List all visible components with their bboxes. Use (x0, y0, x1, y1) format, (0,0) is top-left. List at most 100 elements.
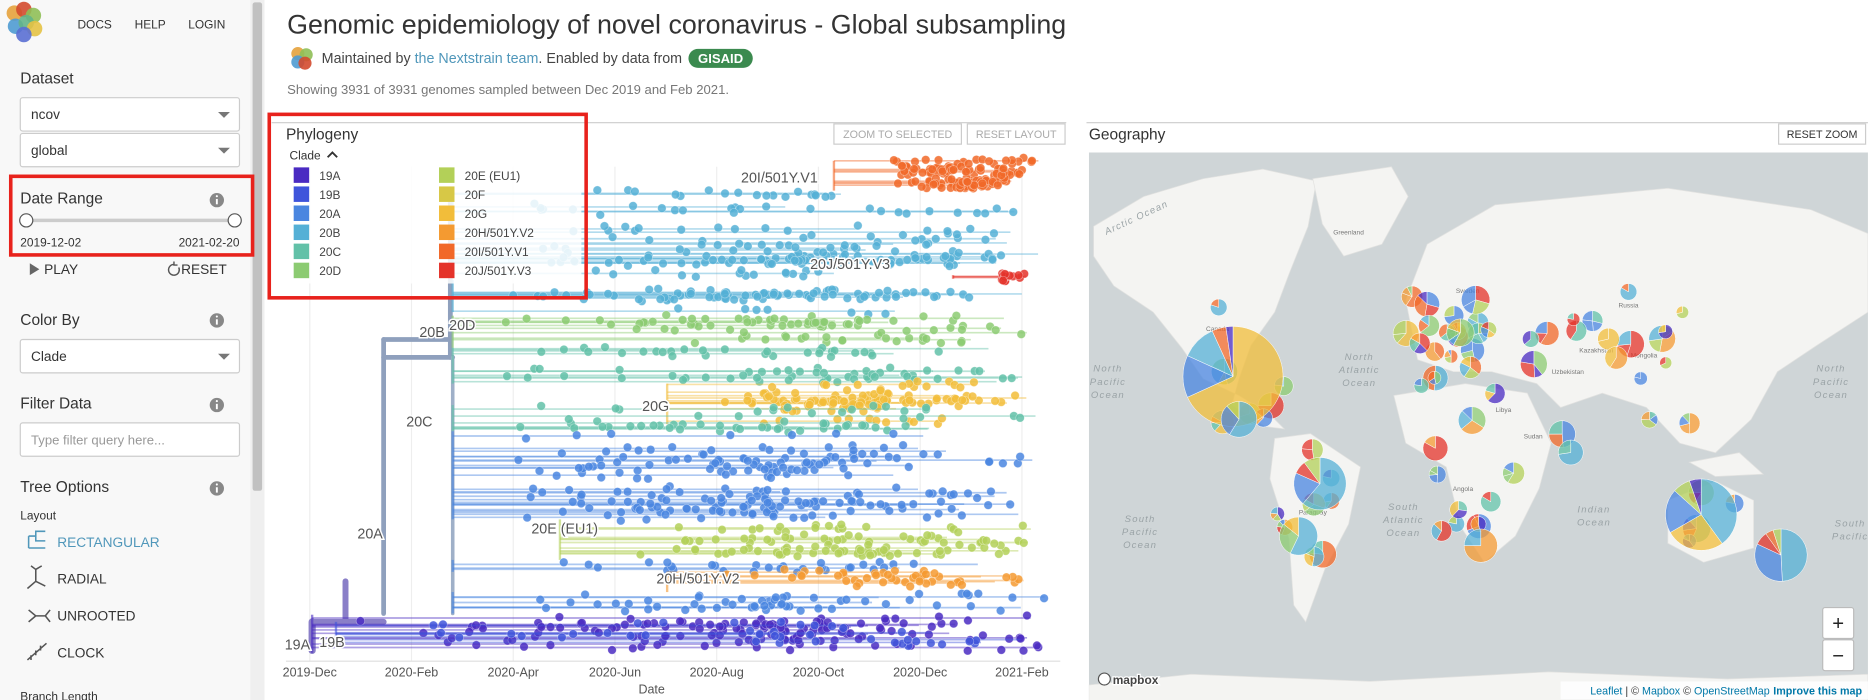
map-pie[interactable] (1418, 315, 1440, 337)
map-pie[interactable] (1413, 378, 1430, 394)
map-pie[interactable] (1502, 461, 1525, 485)
map-pie[interactable] (1293, 457, 1347, 511)
nav-link[interactable]: HELP (135, 18, 166, 32)
legend-item[interactable]: 19A (293, 167, 341, 183)
mapbox-logo[interactable]: mapbox (1097, 672, 1160, 688)
map-pie[interactable] (1270, 506, 1285, 522)
map-pie[interactable] (1409, 332, 1431, 354)
panel-button[interactable]: ZOOM TO SELECTED (833, 123, 962, 145)
map-pie[interactable] (1480, 321, 1497, 338)
legend-item[interactable]: 20J/501Y.V3 (439, 262, 532, 278)
attribution-part[interactable]: Improve this map (1773, 686, 1862, 698)
slider-handle[interactable] (19, 213, 34, 228)
map-pie[interactable] (1444, 349, 1459, 364)
map-pie[interactable] (1414, 291, 1440, 318)
legend-item[interactable]: 19B (293, 186, 341, 202)
map-pie[interactable] (1422, 435, 1449, 461)
layout-option[interactable]: UNROOTED (28, 609, 136, 624)
map-pie[interactable] (1522, 330, 1540, 348)
nav-link[interactable]: LOGIN (188, 18, 225, 32)
gisaid-badge[interactable]: GISAID (688, 48, 753, 68)
reset-button[interactable]: RESET (167, 261, 228, 277)
map-pie[interactable] (1566, 312, 1581, 326)
legend-item[interactable]: 20E (EU1) (439, 167, 521, 183)
attribution-part[interactable]: OpenStreetMap (1694, 686, 1770, 698)
panel-button[interactable]: RESET LAYOUT (966, 123, 1066, 145)
map-pie[interactable] (1658, 324, 1673, 339)
map-pie[interactable] (1754, 528, 1808, 582)
play-button[interactable]: PLAY (29, 262, 78, 277)
legend-item[interactable]: 20A (293, 205, 341, 221)
team-link[interactable]: the Nextstrain team (415, 51, 539, 67)
map-pie[interactable] (1597, 327, 1620, 351)
legend-item[interactable]: 20G (439, 205, 488, 221)
tip (710, 458, 720, 468)
layout-option[interactable]: CLOCK (26, 642, 104, 661)
map-pie[interactable] (1484, 383, 1506, 404)
scrollbar-thumb[interactable] (252, 2, 263, 491)
map-pie[interactable] (1431, 520, 1452, 542)
attribution-part[interactable]: Leaflet (1590, 686, 1622, 698)
map-pie[interactable] (1678, 412, 1701, 434)
zoom-button[interactable]: − (1822, 639, 1855, 672)
map-pie[interactable] (1279, 516, 1318, 556)
map-pie[interactable] (1520, 350, 1548, 378)
map-pie[interactable] (1558, 439, 1584, 466)
map-pie[interactable] (1463, 528, 1498, 563)
map-pie[interactable] (1461, 285, 1491, 315)
reset-zoom-button[interactable]: RESET ZOOM (1778, 123, 1867, 145)
map-pie[interactable] (1459, 356, 1482, 379)
layout-option[interactable]: RECTANGULAR (27, 530, 160, 550)
nav-link[interactable]: DOCS (77, 18, 111, 32)
map-pie[interactable] (1182, 326, 1284, 427)
info-icon[interactable] (209, 397, 224, 413)
map-pie[interactable] (1665, 478, 1738, 551)
tip (929, 325, 939, 335)
info-icon[interactable] (209, 481, 224, 496)
map-pie[interactable] (1458, 406, 1486, 435)
map[interactable]: Arctic OceanNorthPacificOceanNorthAtlant… (1088, 152, 1868, 700)
legend-item[interactable]: 20H/501Y.V2 (439, 224, 535, 240)
legend-item[interactable]: 20F (439, 186, 486, 202)
legend-swatch (293, 243, 310, 260)
dataset-select[interactable]: ncov (19, 97, 241, 132)
map-pie[interactable] (1619, 283, 1638, 301)
tip (733, 188, 743, 198)
map-pie[interactable] (1604, 346, 1628, 370)
dataset-select[interactable]: global (19, 132, 241, 168)
map-pie[interactable] (1641, 411, 1659, 429)
map-pie[interactable] (1428, 465, 1447, 484)
layout-option[interactable]: RADIAL (26, 565, 107, 590)
map-pie[interactable] (1470, 516, 1487, 532)
attribution-part[interactable]: Mapbox (1642, 686, 1681, 698)
pie-slice (1658, 324, 1666, 334)
legend-title[interactable]: Clade (290, 149, 321, 163)
nextstrain-logo[interactable] (6, 1, 43, 43)
map-pie[interactable] (1210, 298, 1228, 316)
legend-item[interactable]: 20C (293, 243, 342, 260)
pie-slice (1609, 346, 1628, 370)
map-pie[interactable] (1446, 318, 1475, 347)
map-pie[interactable] (1659, 356, 1673, 370)
zoom-button[interactable]: + (1822, 606, 1855, 640)
tip (678, 375, 688, 385)
map-pie[interactable] (1449, 500, 1468, 519)
map-pie[interactable] (1480, 491, 1502, 512)
tip (898, 230, 908, 240)
legend-item[interactable]: 20D (293, 262, 342, 278)
info-icon[interactable] (209, 313, 224, 328)
filter-input[interactable]: Type filter query here... (19, 422, 241, 457)
color-by-select[interactable]: Clade (19, 338, 241, 374)
map-pie[interactable] (1676, 305, 1689, 319)
slider-handle[interactable] (227, 213, 242, 228)
info-icon[interactable] (209, 192, 224, 208)
map-pie[interactable] (1581, 310, 1604, 332)
map-pie[interactable] (1427, 371, 1442, 385)
legend-item[interactable]: 20B (293, 224, 341, 240)
tip (711, 534, 721, 545)
map-pie[interactable] (1220, 401, 1258, 438)
legend-item[interactable]: 20I/501Y.V1 (439, 243, 529, 259)
map-pie[interactable] (1633, 371, 1648, 386)
tip (783, 402, 793, 413)
